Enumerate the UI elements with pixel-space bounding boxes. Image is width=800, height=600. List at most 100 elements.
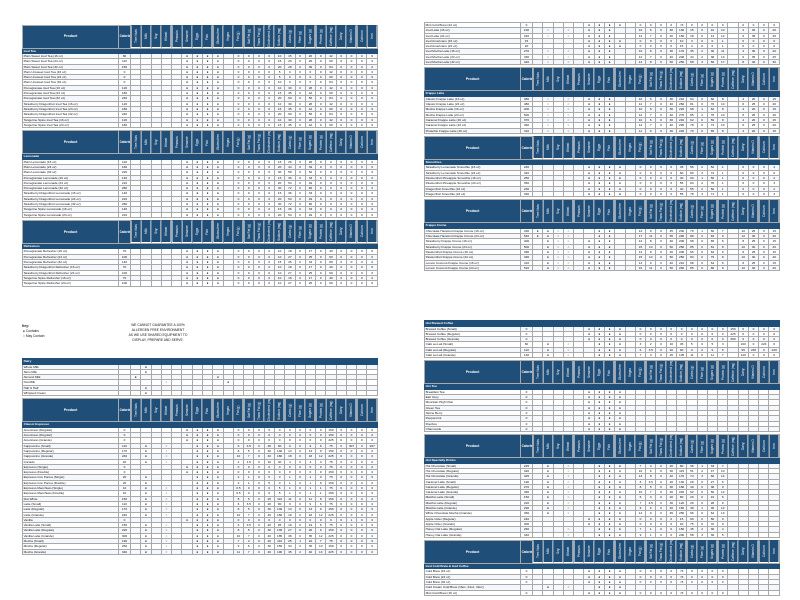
column-header: Fish <box>202 398 213 422</box>
column-header: Sesame <box>583 360 595 384</box>
column-header: Fiber (g) <box>697 67 708 91</box>
column-header: Cholesterol (mg) <box>666 360 677 384</box>
nutrition-cell <box>140 280 152 287</box>
nutrition-cell: 0 <box>366 506 378 513</box>
nutrition-cell: 0 <box>768 336 780 343</box>
column-header: Soy <box>151 220 162 244</box>
nutrition-cell: 0 <box>253 548 265 555</box>
nutrition-cell: 2 <box>768 185 780 192</box>
nutrition-cell: 0 <box>366 447 378 455</box>
column-header: Protein (g) <box>717 540 728 564</box>
nutrition-cell: 20 <box>768 122 780 129</box>
nutrition-cell: 20 <box>768 111 780 119</box>
column-header: Sat Fat (g) <box>243 130 254 154</box>
nutrition-cell: 0 <box>366 190 378 197</box>
column-header: Vitamin D <box>748 67 759 91</box>
nutrition-cell: 0 <box>366 185 378 192</box>
nutrition-cell: ● <box>583 589 595 596</box>
nutrition-cell: 0 <box>356 463 368 471</box>
column-header: Sugars (g) <box>707 67 718 91</box>
nutrition-cell: 0 <box>366 458 378 465</box>
nutrition-cell: 0 <box>356 174 368 181</box>
product-row: Strawberry Lemonade Smoothie (24 oz) 340 ●… <box>424 169 780 177</box>
nutrition-cell: 0 <box>758 43 770 50</box>
product-row: Cappuccino (Regular) 170 ● ○ ● ● ● 8 5 0 30 130 13 0 1… <box>22 447 378 455</box>
nutrition-cell <box>552 589 564 596</box>
column-header: Calcium <box>758 136 769 160</box>
column-header: Calcium <box>356 220 367 244</box>
column-header: Tree Nuts <box>532 67 543 91</box>
nutrition-cell <box>531 264 544 272</box>
nutrition-cell: 0 <box>356 453 368 460</box>
column-header: Milk <box>140 220 152 244</box>
product-row: Whole Milk ● <box>22 363 378 370</box>
column-header: Milk <box>542 67 554 91</box>
column-header: Gluten-free <box>614 360 626 384</box>
product-row: Café au Lait (Grande) 130 ● ○ ● ● ● 7 4 0 25 105 11 0… <box>424 351 780 359</box>
column-header: Eggs <box>192 398 203 422</box>
column-header: Calcium <box>758 360 769 384</box>
column-header: Calories <box>118 219 131 244</box>
column-header: Sugars (g) <box>305 220 316 244</box>
product-row: Classic Frappe Latte (16 oz) 380 ○ ○ ● ● ● 10 6 0… <box>424 95 780 103</box>
nutrition-cell: 0 <box>758 254 770 261</box>
column-header: Sodium (mg) <box>676 199 687 223</box>
nutrition-cell: 8 <box>717 264 729 272</box>
key-title: Key: <box>22 324 30 328</box>
product-row: Brewed Coffee (Grande) 0 ● ● ● ● 0 0 0 0 0 0 0 0 0 300 0… <box>424 336 780 343</box>
column-header: Dairy <box>738 434 749 458</box>
column-header: Peanuts <box>573 434 584 458</box>
nutrition-cell: 0 <box>758 164 770 171</box>
column-header: Gluten-free <box>614 67 626 91</box>
nutrition-cell <box>356 389 368 397</box>
column-header: Fish <box>604 434 615 458</box>
column-header: Calories <box>520 199 533 224</box>
column-header: Caffeine (mg) <box>727 360 739 384</box>
column-header: Vegan <box>223 220 234 244</box>
nutrition-cell <box>737 589 749 596</box>
column-header: Sodium (mg) <box>274 25 285 48</box>
column-header: Trans Fat (g) <box>655 67 667 91</box>
nutrition-cell: 0 <box>768 325 780 332</box>
nutrition-cell: ● <box>201 548 214 555</box>
nutrition-cell <box>758 531 770 538</box>
column-header: Tree Nuts <box>532 434 543 458</box>
nutrition-cell: 0 <box>356 511 368 518</box>
column-header: Fat (g) <box>233 25 244 48</box>
nutrition-cell: 0 <box>758 248 770 256</box>
column-header: Sodium (mg) <box>274 220 285 244</box>
nutrition-cell <box>768 531 780 538</box>
nutrition-cell: 11 <box>232 548 245 555</box>
column-header: Calories <box>520 539 533 564</box>
column-header: Vegan <box>625 434 636 458</box>
column-header: Vitamin D <box>346 220 357 244</box>
column-header: Peanuts <box>573 360 584 384</box>
nutrition-cell: 0 <box>366 179 378 187</box>
nutrition-cell: 15 <box>768 106 780 113</box>
product-row: Plain Sweet Iced Tea (16 oz) 80 ● ● ● ● 0 0 0 0 10… <box>22 52 378 60</box>
product-row: Pomegranate Lemonade (24 oz) 210 ● ● ● ● 0 0 0 0 2… <box>22 179 378 187</box>
nutrition-cell: 0 <box>366 527 378 534</box>
nutrition-cell: 0 <box>366 264 378 271</box>
nutrition-cell: 0 <box>758 21 770 29</box>
product-name: Lemon Coconut Frappe Creme (24 oz) <box>424 264 521 272</box>
nutrition-cell: 0 <box>758 243 770 250</box>
column-header: Soy <box>553 434 564 458</box>
column-header-row: ProductCaloriesTree NutsMilkSoyWheatPean… <box>424 199 780 224</box>
nutrition-cell: 15 <box>768 238 780 245</box>
nutrition-cell: 0 <box>356 269 368 276</box>
product-row: Espresso Macchiato (Double) 10 ● ○ ● ● ● 0.5 0 0 0… <box>22 490 378 497</box>
nutrition-cell: 2 <box>294 548 306 555</box>
product-row: Strawberry Dragonfruit Lemonade (32 oz) 2… <box>22 201 378 208</box>
nutrition-cell: 0 <box>758 180 770 187</box>
product-row: Mocha (Small) 190 ● ○ ● ● ● 7 4 0 20 110 25 1 22 7 75 0 0 0… <box>22 537 378 545</box>
column-header: Fiber (g) <box>697 199 708 223</box>
product-row: Pomegranate Refresher (24 oz) 100 ● ● ● ● 0 0 0 0… <box>22 253 378 261</box>
menu-page-iced-tea: ProductCaloriesTree NutsMilkSoyWheatPean… <box>22 22 378 287</box>
column-header: Carbs (g) <box>284 398 295 422</box>
nutrition-cell: 0 <box>758 185 770 192</box>
column-header: Calories <box>520 360 533 385</box>
column-header: Iron <box>768 540 780 564</box>
nutrition-cell: 0 <box>366 274 378 282</box>
nutrition-cell <box>222 548 234 555</box>
